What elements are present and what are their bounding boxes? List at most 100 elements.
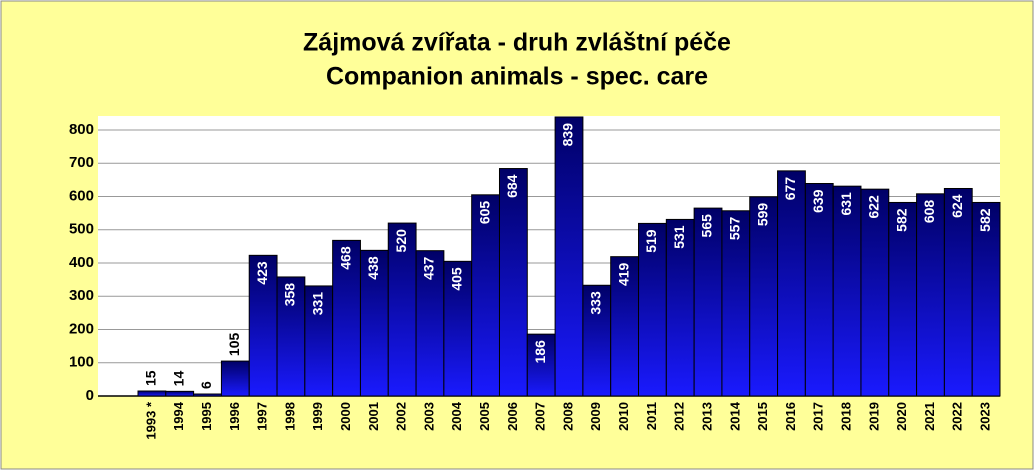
value-label: 6	[198, 381, 214, 389]
value-label: 639	[810, 189, 826, 213]
bar	[498, 168, 528, 397]
x-tick-label: 2020	[894, 402, 909, 431]
x-tick-label: 2012	[672, 402, 687, 431]
bar	[749, 196, 779, 397]
x-tick-label: 2014	[727, 401, 742, 431]
x-tick-label: 2011	[644, 402, 659, 430]
x-tick-label: 2007	[533, 402, 548, 431]
x-tick-label: 1993 *	[143, 401, 158, 440]
x-tick-label: 1999	[310, 402, 325, 431]
bar	[804, 183, 834, 397]
value-label: 423	[254, 261, 270, 285]
value-label: 15	[143, 370, 159, 386]
x-tick-label: 2016	[783, 402, 798, 431]
bar	[443, 260, 473, 397]
value-label: 624	[949, 194, 965, 218]
value-label: 565	[699, 214, 715, 238]
bar	[387, 222, 417, 397]
x-tick-label: 2003	[421, 402, 436, 431]
bar	[248, 254, 278, 397]
x-tick-label: 2002	[394, 402, 409, 431]
x-tick-label: 2023	[978, 402, 993, 431]
x-tick-label: 1995	[199, 402, 214, 431]
x-tick-label: 2019	[866, 402, 881, 431]
value-label: 531	[671, 225, 687, 249]
x-tick-label: 2004	[449, 401, 464, 431]
chart-title: Companion animals - spec. care	[326, 63, 708, 91]
y-tick-label: 800	[69, 121, 94, 138]
x-tick-label: 2008	[560, 402, 575, 431]
value-label: 333	[588, 291, 604, 315]
x-tick-label: 2021	[922, 402, 937, 431]
x-tick-label: 1996	[227, 402, 242, 431]
bar	[721, 210, 751, 397]
y-tick-label: 400	[69, 254, 94, 271]
x-tick-label: 2000	[338, 402, 353, 431]
x-tick-label: 2006	[505, 402, 520, 431]
value-label: 437	[421, 256, 437, 280]
value-label: 419	[615, 262, 631, 286]
value-label: 622	[866, 195, 882, 219]
bar	[554, 116, 584, 397]
value-label: 631	[838, 192, 854, 216]
value-label: 14	[170, 371, 186, 387]
value-label: 358	[282, 283, 298, 307]
y-tick-label: 0	[86, 387, 94, 404]
value-label: 582	[893, 208, 909, 232]
value-label: 599	[754, 203, 770, 227]
bar	[526, 333, 556, 397]
bar	[665, 218, 695, 397]
x-tick-label: 2018	[839, 402, 854, 431]
bar	[971, 201, 1001, 397]
x-tick-label: 2009	[588, 402, 603, 431]
y-tick-label: 600	[69, 187, 94, 204]
value-label: 677	[782, 177, 798, 201]
bar	[471, 194, 500, 397]
value-label: 438	[365, 256, 381, 280]
bar	[332, 239, 361, 397]
bar	[304, 285, 334, 397]
bar	[610, 256, 640, 397]
x-tick-label: 2022	[950, 402, 965, 431]
bar	[943, 187, 973, 397]
bar	[359, 249, 389, 397]
value-label: 608	[921, 200, 937, 224]
x-tick-label: 2010	[616, 402, 631, 431]
bar	[777, 170, 806, 397]
value-label: 105	[226, 333, 242, 357]
bar	[638, 222, 667, 397]
value-label: 520	[393, 229, 409, 253]
x-tick-label: 2001	[366, 402, 381, 431]
bar	[832, 185, 862, 397]
y-tick-label: 300	[69, 287, 94, 304]
y-tick-label: 200	[69, 320, 94, 337]
value-label: 839	[560, 123, 576, 147]
x-tick-label: 2015	[755, 402, 770, 431]
bar	[693, 207, 723, 397]
bar	[193, 393, 222, 397]
value-label: 684	[504, 174, 520, 198]
bar	[165, 390, 195, 397]
value-label: 405	[448, 267, 464, 291]
y-tick-label: 100	[69, 354, 94, 371]
x-tick-label: 2013	[699, 402, 714, 431]
x-tick-label: 1997	[255, 402, 270, 431]
bar	[220, 360, 250, 397]
bar	[860, 188, 890, 397]
x-tick-label: 1998	[282, 402, 297, 431]
bar	[137, 390, 167, 397]
value-label: 331	[309, 292, 325, 316]
x-tick-label: 1994	[171, 401, 186, 431]
chart-title: Zájmová zvířata - druh zvláštní péče	[303, 29, 731, 57]
y-tick-label: 500	[69, 221, 94, 238]
bar	[916, 193, 945, 397]
bar	[888, 201, 918, 397]
value-label: 186	[532, 340, 548, 364]
value-label: 519	[643, 229, 659, 253]
y-tick-label: 700	[69, 154, 94, 171]
value-label: 605	[476, 201, 492, 225]
value-label: 582	[977, 208, 993, 232]
bar	[276, 276, 306, 397]
